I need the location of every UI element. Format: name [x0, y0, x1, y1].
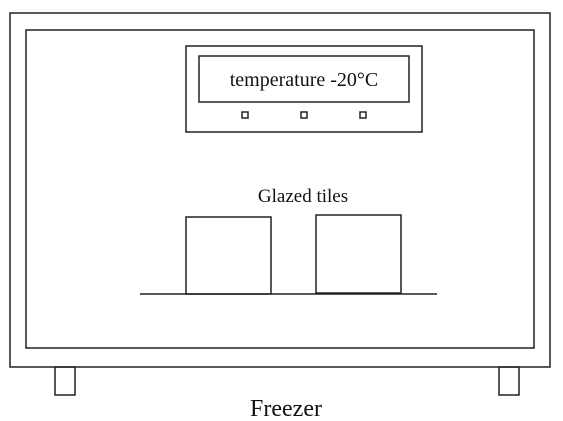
tiles-label: Glazed tiles: [258, 186, 348, 207]
tile: [185, 216, 272, 295]
foot-right: [498, 366, 520, 396]
button: [359, 111, 367, 119]
control-panel: [185, 45, 423, 133]
freezer-outer: [9, 12, 551, 368]
display-screen: [198, 55, 410, 103]
tile: [315, 214, 402, 294]
foot-left: [54, 366, 76, 396]
button: [241, 111, 249, 119]
display-label: temperature -20°C: [230, 69, 379, 91]
freezer-inner: [25, 29, 535, 349]
caption: Freezer: [250, 396, 322, 421]
button: [300, 111, 308, 119]
